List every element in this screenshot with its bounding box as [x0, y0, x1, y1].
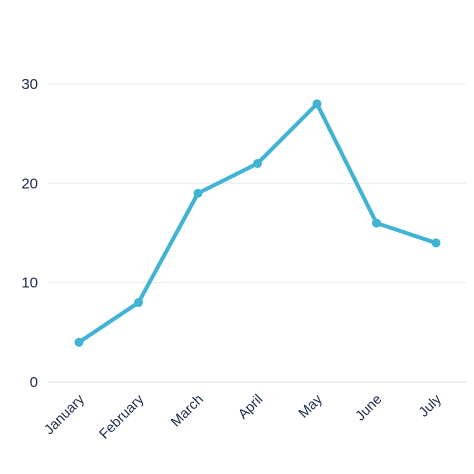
data-point [372, 218, 381, 228]
gridlines [48, 83, 466, 383]
y-axis-tick-labels: 0 10 20 30 [21, 76, 38, 391]
x-tick-label: March [167, 391, 206, 430]
x-tick-label: June [352, 391, 385, 424]
data-point [431, 238, 441, 248]
y-tick-label: 10 [21, 275, 38, 292]
series-line [77, 101, 438, 345]
data-point [253, 158, 262, 168]
data-point [193, 188, 203, 198]
data-point [312, 99, 322, 109]
x-axis-tick-labels: January February March April May June July [41, 391, 445, 442]
x-tick-label: January [41, 391, 88, 438]
x-tick-label: April [234, 391, 265, 422]
y-tick-label: 20 [21, 175, 38, 192]
x-tick-label: July [415, 391, 444, 420]
x-tick-label: May [295, 391, 325, 421]
x-tick-label: February [96, 391, 147, 442]
data-point [134, 298, 143, 308]
series-layer [74, 99, 441, 347]
data-point [74, 337, 84, 347]
y-tick-label: 0 [30, 374, 38, 391]
y-tick-label: 30 [21, 76, 38, 93]
